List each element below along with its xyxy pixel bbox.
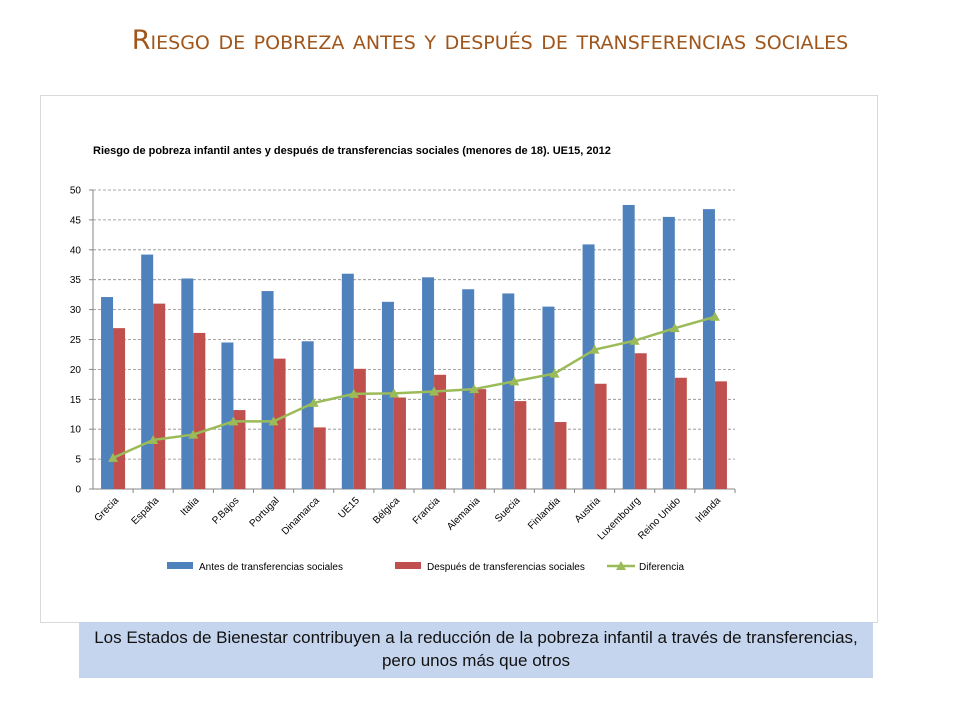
bar-after-12: [594, 383, 607, 489]
x-tick-label: Bélgica: [371, 495, 402, 526]
point-diferencia-12: [589, 344, 600, 354]
point-diferencia-7: [388, 388, 399, 398]
x-tick-label: Reino Unido: [636, 495, 683, 542]
bar-after-14: [674, 377, 687, 489]
y-tick-label: 0: [75, 485, 81, 496]
point-diferencia-15: [709, 311, 720, 321]
bar-after-15: [714, 381, 727, 489]
legend-label-2: Diferencia: [639, 562, 684, 573]
bar-before-5: [301, 341, 314, 489]
bar-before-11: [542, 306, 555, 489]
x-tick-label: España: [130, 495, 162, 527]
bar-after-9: [474, 389, 487, 489]
bar-before-8: [422, 277, 435, 489]
bar-before-14: [662, 216, 675, 489]
y-tick-label: 50: [70, 186, 82, 197]
point-diferencia-1: [148, 434, 159, 444]
caption-text: Los Estados de Bienestar contribuyen a l…: [94, 628, 858, 670]
legend-swatch-0: [167, 562, 193, 569]
y-tick-label: 15: [70, 395, 82, 406]
bar-after-13: [634, 353, 647, 489]
y-tick-label: 40: [70, 245, 82, 256]
chart-frame: Riesgo de pobreza infantil antes y despu…: [40, 95, 878, 623]
bar-before-3: [221, 342, 234, 489]
x-tick-label: Portugal: [248, 495, 282, 529]
bar-before-15: [702, 209, 715, 490]
point-diferencia-4: [268, 416, 279, 426]
x-tick-label: Finlandia: [526, 495, 563, 532]
point-diferencia-14: [669, 323, 680, 333]
x-tick-label: Alemania: [445, 495, 483, 533]
bar-after-4: [273, 358, 286, 489]
y-tick-label: 45: [70, 215, 82, 226]
chart-title: Riesgo de pobreza infantil antes y despu…: [93, 145, 611, 157]
bar-before-10: [502, 293, 515, 489]
y-tick-label: 5: [75, 455, 81, 466]
point-diferencia-8: [429, 386, 440, 396]
x-tick-label: Grecia: [93, 495, 122, 524]
bar-before-12: [582, 244, 595, 489]
point-diferencia-11: [549, 368, 560, 378]
bar-after-5: [313, 427, 326, 489]
bar-before-4: [261, 291, 274, 489]
x-tick-label: Suecia: [493, 495, 523, 525]
bar-after-10: [514, 401, 527, 489]
point-diferencia-3: [228, 416, 239, 426]
bar-after-3: [233, 410, 246, 489]
slide-title: Riesgo de pobreza antes y después de tra…: [131, 25, 849, 56]
legend-swatch-1: [395, 562, 421, 569]
x-tick-label: Luxembourg: [596, 495, 643, 542]
y-tick-label: 10: [70, 425, 82, 436]
legend-label-1: Después de transferencias sociales: [427, 562, 585, 573]
x-tick-label: Dinamarca: [280, 495, 322, 537]
x-tick-label: Irlanda: [694, 495, 724, 525]
y-tick-label: 30: [70, 305, 82, 316]
bar-before-7: [381, 301, 394, 489]
point-diferencia-6: [348, 388, 359, 398]
y-tick-label: 25: [70, 335, 82, 346]
point-diferencia-13: [629, 335, 640, 345]
bar-before-6: [341, 273, 354, 489]
x-tick-label: Francia: [411, 495, 443, 527]
caption-box: Los Estados de Bienestar contribuyen a l…: [79, 622, 873, 678]
point-diferencia-5: [308, 397, 319, 407]
point-diferencia-2: [188, 429, 199, 439]
bar-after-0: [113, 328, 126, 489]
bar-after-8: [434, 374, 447, 489]
point-diferencia-9: [469, 384, 480, 394]
bar-before-13: [622, 204, 635, 489]
bar-line-chart: Riesgo de pobreza infantil antes y despu…: [70, 145, 736, 573]
bar-after-2: [193, 332, 206, 489]
bar-after-1: [153, 303, 166, 489]
bar-after-11: [554, 422, 567, 489]
point-diferencia-10: [509, 376, 520, 386]
bar-before-0: [101, 297, 114, 489]
x-tick-label: Italia: [179, 495, 202, 518]
x-tick-label: Austria: [573, 495, 603, 525]
y-tick-label: 35: [70, 275, 82, 286]
bar-before-1: [141, 254, 154, 489]
line-diferencia: [112, 315, 716, 460]
legend-marker-2: [616, 561, 626, 570]
legend-label-0: Antes de transferencias sociales: [199, 562, 343, 573]
x-tick-label: P.Bajos: [210, 495, 241, 526]
y-tick-label: 20: [70, 365, 82, 376]
bar-before-2: [181, 278, 194, 489]
bar-after-7: [393, 397, 406, 489]
point-diferencia-0: [108, 452, 119, 462]
x-tick-label: UE15: [336, 495, 362, 521]
bar-after-6: [353, 368, 366, 489]
